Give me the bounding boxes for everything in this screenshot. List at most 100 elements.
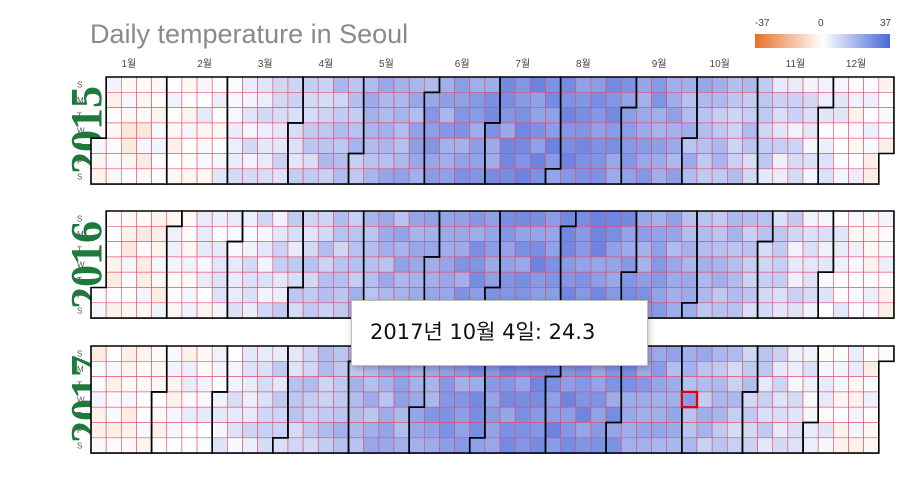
day-cell[interactable]	[136, 376, 152, 393]
day-cell[interactable]	[484, 241, 501, 258]
day-cell[interactable]	[742, 376, 758, 393]
day-cell[interactable]	[211, 107, 228, 124]
day-cell[interactable]	[833, 376, 849, 393]
day-cell[interactable]	[726, 226, 743, 242]
day-cell[interactable]	[454, 76, 471, 93]
day-cell[interactable]	[514, 271, 531, 288]
day-cell[interactable]	[545, 122, 561, 139]
day-cell[interactable]	[136, 345, 152, 362]
day-cell[interactable]	[848, 345, 864, 362]
day-cell[interactable]	[605, 168, 622, 185]
day-cell[interactable]	[848, 226, 864, 242]
day-cell[interactable]	[166, 210, 183, 227]
day-cell[interactable]	[681, 137, 698, 154]
day-cell[interactable]	[227, 271, 243, 288]
day-cell[interactable]	[151, 153, 168, 170]
day-cell[interactable]	[878, 287, 895, 304]
day-cell[interactable]	[363, 256, 380, 273]
day-cell[interactable]	[787, 92, 804, 108]
day-cell[interactable]	[696, 168, 713, 185]
day-cell[interactable]	[787, 107, 804, 124]
day-cell[interactable]	[333, 271, 349, 288]
day-cell[interactable]	[227, 345, 243, 362]
day-cell[interactable]	[211, 345, 228, 362]
day-cell[interactable]	[469, 168, 486, 185]
day-cell[interactable]	[378, 256, 395, 273]
day-cell[interactable]	[90, 287, 107, 304]
day-cell[interactable]	[272, 376, 289, 393]
day-cell[interactable]	[181, 226, 198, 242]
day-cell[interactable]	[469, 107, 486, 124]
day-cell[interactable]	[636, 271, 652, 288]
day-cell[interactable]	[560, 137, 577, 154]
day-cell[interactable]	[863, 422, 880, 439]
day-cell[interactable]	[514, 107, 531, 124]
day-cell[interactable]	[166, 153, 183, 170]
day-cell[interactable]	[136, 168, 152, 185]
day-cell[interactable]	[863, 376, 880, 393]
day-cell[interactable]	[620, 122, 637, 139]
day-cell[interactable]	[333, 391, 349, 408]
day-cell[interactable]	[757, 406, 774, 423]
day-cell[interactable]	[408, 406, 425, 423]
day-cell[interactable]	[833, 271, 849, 288]
day-cell[interactable]	[863, 256, 880, 273]
day-cell[interactable]	[211, 168, 228, 185]
day-cell[interactable]	[242, 92, 258, 108]
day-cell[interactable]	[742, 210, 758, 227]
day-cell[interactable]	[257, 122, 274, 139]
day-cell[interactable]	[817, 302, 834, 319]
day-cell[interactable]	[696, 437, 713, 454]
day-cell[interactable]	[317, 256, 334, 273]
day-cell[interactable]	[136, 210, 152, 227]
day-cell[interactable]	[711, 168, 728, 185]
day-cell[interactable]	[545, 107, 561, 124]
day-cell[interactable]	[181, 406, 198, 423]
day-cell[interactable]	[469, 137, 486, 154]
day-cell[interactable]	[257, 360, 274, 377]
day-cell[interactable]	[196, 122, 213, 139]
day-cell[interactable]	[817, 287, 834, 304]
day-cell[interactable]	[166, 437, 183, 454]
day-cell[interactable]	[378, 122, 395, 139]
day-cell[interactable]	[681, 153, 698, 170]
day-cell[interactable]	[757, 107, 774, 124]
day-cell[interactable]	[393, 107, 410, 124]
day-cell[interactable]	[863, 122, 880, 139]
day-cell[interactable]	[454, 376, 471, 393]
day-cell[interactable]	[666, 153, 683, 170]
day-cell[interactable]	[378, 437, 395, 454]
day-cell[interactable]	[696, 137, 713, 154]
day-cell[interactable]	[605, 271, 622, 288]
day-cell[interactable]	[878, 210, 895, 227]
day-cell[interactable]	[469, 241, 486, 258]
day-cell[interactable]	[333, 437, 349, 454]
day-cell[interactable]	[757, 76, 774, 93]
day-cell[interactable]	[166, 168, 183, 185]
day-cell[interactable]	[408, 271, 425, 288]
day-cell[interactable]	[333, 210, 349, 227]
day-cell[interactable]	[211, 287, 228, 304]
day-cell[interactable]	[545, 210, 561, 227]
day-cell[interactable]	[227, 437, 243, 454]
day-cell[interactable]	[575, 122, 592, 139]
day-cell[interactable]	[817, 168, 834, 185]
day-cell[interactable]	[151, 122, 168, 139]
day-cell[interactable]	[772, 287, 789, 304]
day-cell[interactable]	[454, 122, 471, 139]
day-cell[interactable]	[530, 122, 546, 139]
day-cell[interactable]	[272, 360, 289, 377]
day-cell[interactable]	[257, 406, 274, 423]
day-cell[interactable]	[666, 92, 683, 108]
day-cell[interactable]	[287, 122, 304, 139]
day-cell[interactable]	[863, 345, 880, 362]
day-cell[interactable]	[181, 287, 198, 304]
day-cell[interactable]	[181, 107, 198, 124]
day-cell[interactable]	[787, 210, 804, 227]
day-cell[interactable]	[302, 122, 319, 139]
day-cell[interactable]	[439, 153, 455, 170]
day-cell[interactable]	[560, 153, 577, 170]
day-cell[interactable]	[726, 122, 743, 139]
day-cell[interactable]	[272, 168, 289, 185]
day-cell[interactable]	[378, 271, 395, 288]
